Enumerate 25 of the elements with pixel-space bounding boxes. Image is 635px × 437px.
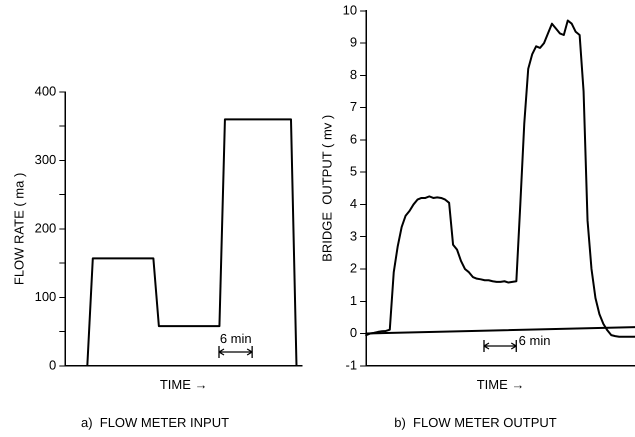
y-tick-label: 400 xyxy=(34,84,56,99)
y-axis-title: BRIDGE OUTPUT ( mv ) xyxy=(319,114,334,262)
y-tick-label: 5 xyxy=(350,164,358,179)
y-tick-label: 8 xyxy=(350,66,358,82)
y-axis-title: FLOW RATE ( ma ) xyxy=(11,172,26,286)
y-tick-label: 0 xyxy=(350,325,358,340)
y-tick-label: 2 xyxy=(350,260,358,276)
annotation: 6 min xyxy=(518,332,550,348)
y-tick-label: 7 xyxy=(350,99,358,114)
y-tick-label: 10 xyxy=(342,2,358,18)
y-tick-label: 9 xyxy=(350,34,358,50)
y-tick-label: 1 xyxy=(350,292,358,308)
y-tick-label: 300 xyxy=(34,152,56,168)
y-tick-label: -1 xyxy=(345,357,358,372)
y-tick-label: 4 xyxy=(350,196,358,212)
y-tick-label: 3 xyxy=(350,228,358,244)
y-tick-label: 200 xyxy=(34,220,56,236)
y-tick-label: 0 xyxy=(49,357,56,372)
annotation: 6 min xyxy=(220,330,252,346)
x-axis-title: TIME → xyxy=(476,377,524,392)
text: a) FLOW METER INPUT xyxy=(80,414,230,430)
text: b) FLOW METER OUTPUT xyxy=(394,414,557,430)
y-tick-label: 100 xyxy=(34,288,56,304)
x-axis-title: TIME → xyxy=(160,377,208,392)
y-tick-label: 6 xyxy=(350,131,358,146)
